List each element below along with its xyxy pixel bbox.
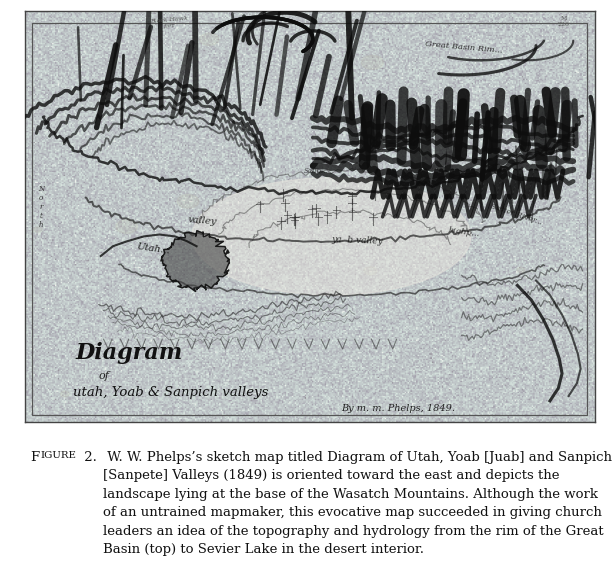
Text: Great Basin Rim...: Great Basin Rim... <box>424 40 502 54</box>
Text: N
o
r
t
h: N o r t h <box>38 185 44 230</box>
Text: valley: valley <box>187 215 217 227</box>
Text: F: F <box>30 451 39 464</box>
Text: M
226: M 226 <box>558 16 570 27</box>
Ellipse shape <box>61 391 69 397</box>
Polygon shape <box>192 177 471 295</box>
Text: Diagram: Diagram <box>75 342 183 364</box>
Text: Sanp...: Sanp... <box>303 167 328 175</box>
Ellipse shape <box>177 194 199 208</box>
Ellipse shape <box>362 56 384 69</box>
Text: highp...: highp... <box>447 226 481 239</box>
Text: W. W. Phelps’s sketch map titled Diagram of Utah, Yoab [Juab] and Sanpich [Sanpe: W. W. Phelps’s sketch map titled Diagram… <box>103 451 612 556</box>
Ellipse shape <box>34 227 42 232</box>
Ellipse shape <box>517 268 525 273</box>
Ellipse shape <box>364 266 377 275</box>
Text: By m. m. Phelps, 1849.: By m. m. Phelps, 1849. <box>341 404 455 413</box>
Text: of: of <box>99 371 110 382</box>
Text: utah, Yoab & Sanpich valleys: utah, Yoab & Sanpich valleys <box>73 386 268 399</box>
Text: IGURE: IGURE <box>40 451 76 460</box>
Ellipse shape <box>199 33 219 45</box>
Text: 2.: 2. <box>80 451 97 464</box>
Polygon shape <box>161 231 229 291</box>
Text: Black Hawk
fort: Black Hawk fort <box>150 16 188 30</box>
Text: Utah...: Utah... <box>136 243 170 256</box>
Text: Sevier River...: Sevier River... <box>490 202 543 227</box>
Text: ya  b valley: ya b valley <box>332 235 383 246</box>
Ellipse shape <box>116 220 137 234</box>
